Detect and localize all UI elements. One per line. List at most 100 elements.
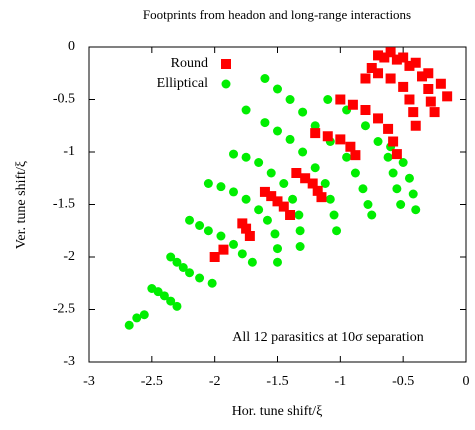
point — [410, 57, 421, 68]
point — [285, 134, 295, 144]
point — [229, 149, 239, 159]
x-tick-label: 0 — [463, 374, 470, 389]
point — [385, 47, 396, 58]
point — [279, 179, 289, 188]
point — [295, 242, 305, 251]
point — [373, 68, 384, 79]
legend-label: Elliptical — [157, 76, 208, 91]
legend-marker — [221, 59, 231, 69]
point — [300, 173, 311, 184]
point — [388, 136, 399, 147]
y-axis-label: Ver. tune shift/ξ — [14, 161, 29, 249]
point — [363, 200, 373, 209]
point — [350, 150, 361, 161]
point — [310, 121, 320, 131]
point — [325, 194, 335, 204]
point — [254, 158, 264, 167]
point — [247, 257, 257, 267]
point — [209, 252, 220, 262]
point — [320, 179, 330, 188]
point — [237, 249, 247, 259]
point — [410, 120, 421, 131]
point — [207, 278, 217, 288]
point — [218, 244, 229, 255]
point — [373, 113, 384, 124]
point — [335, 134, 346, 145]
point — [383, 152, 393, 162]
point — [425, 96, 436, 107]
point — [216, 231, 226, 241]
point — [273, 84, 282, 94]
point — [260, 118, 270, 128]
point — [298, 107, 308, 117]
x-tick-label: -2 — [209, 374, 221, 389]
point — [329, 210, 339, 220]
x-tick-label: -1 — [334, 374, 346, 389]
legend-marker — [221, 79, 231, 89]
point — [360, 121, 370, 131]
x-tick-label: -3 — [83, 374, 95, 389]
annotation: All 12 parasitics at 10σ separation — [232, 330, 423, 345]
point — [203, 179, 213, 188]
point — [259, 186, 270, 197]
point — [312, 185, 323, 196]
point — [423, 84, 434, 94]
point — [178, 263, 188, 272]
point — [358, 184, 368, 194]
point — [310, 128, 321, 139]
point — [273, 244, 282, 254]
point — [307, 178, 318, 189]
x-tick-label: -2.5 — [141, 374, 163, 389]
point — [408, 107, 419, 118]
point — [373, 137, 383, 146]
point — [345, 141, 356, 152]
point — [229, 187, 239, 197]
point — [260, 74, 270, 83]
point — [423, 68, 434, 79]
point — [244, 231, 255, 241]
point — [392, 184, 402, 194]
point — [298, 147, 308, 157]
point — [288, 194, 298, 204]
point — [404, 173, 414, 183]
point — [373, 50, 384, 61]
point — [366, 63, 377, 73]
y-tick-label: -1.5 — [53, 197, 75, 212]
point — [185, 268, 195, 278]
point — [285, 210, 296, 220]
point — [342, 152, 352, 162]
point — [285, 95, 295, 104]
point — [195, 221, 205, 230]
point — [398, 52, 409, 63]
point — [241, 194, 251, 204]
point — [203, 226, 213, 236]
point — [408, 189, 418, 199]
point — [391, 54, 402, 65]
point — [435, 78, 446, 89]
point — [316, 192, 327, 203]
point — [385, 73, 396, 84]
chart-title: Footprints from headon and long-range in… — [143, 7, 411, 22]
x-axis-label: Hor. tune shift/ξ — [232, 404, 323, 419]
point — [270, 229, 280, 239]
point — [388, 168, 398, 178]
legend-label: Round — [171, 56, 208, 71]
point — [273, 257, 282, 267]
point — [216, 182, 226, 192]
x-tick-label: -1.5 — [266, 374, 288, 389]
point — [350, 168, 360, 178]
point — [310, 163, 320, 173]
point — [166, 296, 176, 306]
point — [360, 73, 371, 84]
point — [398, 81, 409, 92]
point — [404, 60, 415, 71]
point — [166, 252, 176, 262]
point — [172, 257, 182, 267]
point — [241, 105, 251, 115]
point — [396, 200, 406, 209]
point — [229, 239, 239, 249]
point — [185, 215, 195, 225]
point — [278, 201, 289, 212]
point — [241, 152, 251, 162]
